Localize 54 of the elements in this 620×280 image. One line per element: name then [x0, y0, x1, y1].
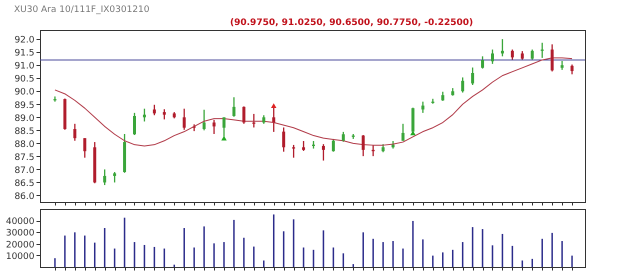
y-tick-label: 10000 [6, 252, 35, 262]
candlestick [332, 138, 335, 152]
candlestick [490, 48, 494, 65]
candlestick [550, 44, 554, 72]
candlestick [540, 42, 544, 59]
candlestick [530, 48, 534, 60]
candlestick [152, 104, 156, 116]
y-tick-label: 89.5 [14, 100, 34, 111]
y-tick-label: 30000 [6, 228, 35, 239]
candlestick [302, 140, 306, 152]
point [221, 136, 227, 141]
y-tick-label: 86.5 [14, 178, 34, 189]
candlestick [212, 119, 216, 135]
candlestick [113, 171, 116, 184]
y-tick-label: 88.0 [14, 140, 35, 150]
candlestick [421, 101, 424, 114]
y-tick-label: 40000 [6, 217, 35, 228]
candlestick [342, 131, 345, 142]
candlestick [500, 38, 504, 57]
y-tick-label: 86.0 [14, 192, 35, 202]
y-tick-label: 88.5 [14, 126, 34, 137]
candlestick [322, 143, 325, 162]
candlestick [73, 123, 76, 142]
y-tick-label: 87.5 [14, 152, 34, 163]
candlestick [282, 126, 286, 152]
chart-title: XU30 Ara 10/111F_IX0301210 [14, 5, 150, 15]
y-tick-label: 91.0 [14, 62, 35, 72]
candlestick [362, 134, 365, 157]
candlestick [471, 66, 474, 86]
y-tick-label: 90.0 [14, 88, 35, 98]
y-tick-label: 90.5 [14, 74, 34, 85]
candlestick [103, 168, 106, 186]
y-tick-label: 87.0 [14, 166, 35, 176]
y-tick-label: 89.0 [14, 114, 35, 124]
candlestick [401, 123, 404, 142]
candlestick [83, 138, 86, 158]
candlestick [202, 109, 206, 131]
y-tick-label: 92.0 [14, 36, 35, 46]
candlestick [133, 112, 136, 136]
candlestick [481, 56, 484, 70]
text: (90.9750, 91.0250, 90.6500, 90.7750, -0.22500) [230, 18, 474, 28]
candlestick [162, 108, 166, 120]
candlestick [142, 108, 146, 122]
candlestick [461, 76, 464, 94]
candlestick [232, 96, 236, 118]
candlestick [182, 108, 186, 130]
candlestick [441, 91, 444, 102]
candlestick [510, 48, 514, 61]
y-tick-label: 20000 [6, 240, 35, 250]
candlestick [252, 113, 256, 128]
y-tick-label: 91.5 [14, 48, 34, 59]
point [270, 103, 276, 108]
candlestick [242, 106, 246, 124]
candlestick [570, 64, 574, 75]
